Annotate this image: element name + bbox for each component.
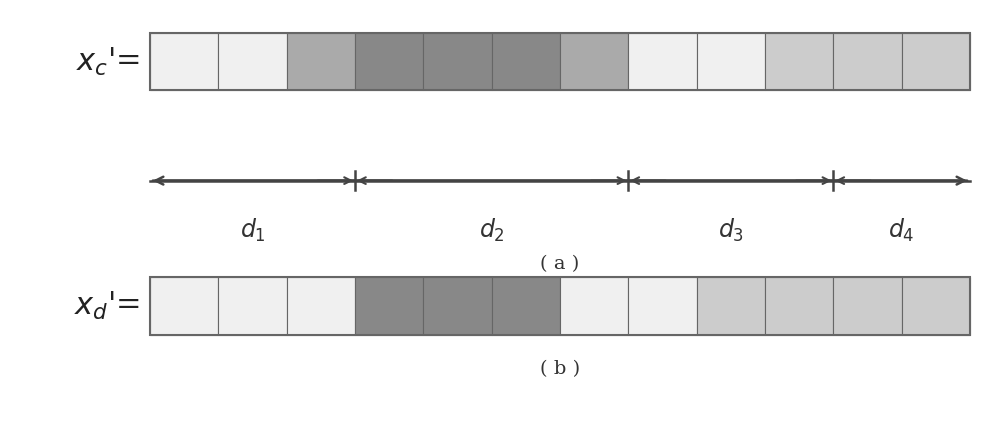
Bar: [150, 277, 218, 335]
Bar: [833, 277, 902, 335]
Bar: [355, 33, 423, 91]
Bar: [833, 33, 902, 91]
Bar: [628, 33, 697, 91]
Bar: [765, 33, 833, 91]
Bar: [902, 33, 970, 91]
Bar: [150, 277, 970, 335]
Text: $d_1$: $d_1$: [240, 217, 265, 244]
Text: $d_3$: $d_3$: [718, 217, 744, 244]
Text: $x_d$'=: $x_d$'=: [74, 290, 140, 322]
Bar: [492, 33, 560, 91]
Bar: [492, 277, 560, 335]
Bar: [765, 277, 833, 335]
Bar: [287, 33, 355, 91]
Bar: [218, 33, 287, 91]
Bar: [150, 33, 970, 91]
Bar: [697, 277, 765, 335]
Bar: [628, 277, 697, 335]
Text: $d_4$: $d_4$: [888, 217, 915, 244]
Text: ( b ): ( b ): [540, 360, 580, 378]
Bar: [150, 33, 218, 91]
Bar: [423, 277, 492, 335]
Bar: [560, 277, 628, 335]
Bar: [902, 277, 970, 335]
Bar: [218, 277, 287, 335]
Bar: [423, 33, 492, 91]
Bar: [355, 277, 423, 335]
Text: ( a ): ( a ): [540, 255, 580, 273]
Bar: [697, 33, 765, 91]
Text: $x_c$'=: $x_c$'=: [76, 45, 140, 78]
Bar: [560, 33, 628, 91]
Bar: [287, 277, 355, 335]
Text: $d_2$: $d_2$: [479, 217, 505, 244]
